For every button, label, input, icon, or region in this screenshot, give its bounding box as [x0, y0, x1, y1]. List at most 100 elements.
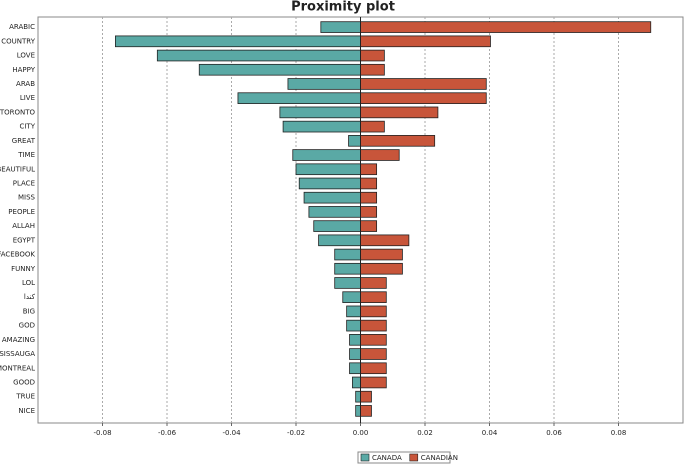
y-tick-label: ARAB	[16, 80, 35, 88]
bar	[360, 362, 387, 375]
bar	[360, 149, 400, 161]
x-tick-label: 0.00	[353, 429, 369, 437]
bar	[360, 291, 387, 303]
bar	[320, 21, 361, 33]
bar	[360, 120, 385, 133]
y-tick-label: EGYPT	[13, 236, 36, 244]
bar	[355, 390, 361, 403]
y-tick-label: ALLAH	[12, 222, 35, 230]
y-tick-label: LOVE	[17, 52, 35, 60]
bar	[360, 376, 387, 389]
bar	[352, 376, 361, 389]
bar	[279, 106, 361, 119]
legend-swatch	[360, 453, 370, 462]
bar	[346, 305, 361, 318]
bar	[346, 319, 361, 332]
y-tick-label: ARABIC	[9, 23, 35, 31]
y-tick-label: FACEBOOK	[0, 251, 35, 259]
bar	[360, 348, 387, 360]
y-tick-label: MISSISSAUGA	[0, 350, 35, 358]
bar	[334, 262, 361, 275]
bar	[156, 49, 361, 62]
bar	[334, 248, 361, 261]
x-tick-label: 0.06	[546, 429, 562, 437]
y-tick-label: LOL	[22, 279, 35, 287]
y-tick-label: BIG	[23, 307, 35, 315]
bar	[295, 163, 361, 176]
bar	[282, 120, 361, 133]
y-tick-label: BEAUTIFUL	[0, 165, 35, 173]
bar	[349, 348, 361, 360]
bar	[237, 92, 361, 104]
bar	[360, 319, 387, 332]
bar	[360, 106, 439, 119]
y-tick-label: FUNNY	[11, 265, 36, 273]
bar	[360, 248, 403, 261]
legend-swatch	[409, 453, 419, 462]
bar	[360, 135, 436, 147]
y-tick-label: TIME	[17, 151, 35, 159]
y-tick-label: LIVE	[20, 94, 35, 102]
y-tick-label: PLACE	[13, 179, 35, 187]
bar	[115, 35, 361, 48]
bar	[360, 177, 378, 190]
bar	[348, 135, 361, 147]
bar	[360, 78, 487, 90]
chart-title: Proximity plot	[291, 0, 395, 15]
legend-label: CANADIAN	[421, 454, 458, 462]
legend-box	[357, 451, 451, 464]
x-tick-label: 0.04	[482, 429, 498, 437]
x-tick-label: 0.02	[417, 429, 433, 437]
x-tick-label: -0.08	[93, 429, 111, 437]
y-tick-label: MONTREAL	[0, 364, 35, 372]
bar	[360, 191, 378, 204]
bar	[355, 405, 361, 417]
bar	[360, 334, 387, 346]
x-tick-label: 0.08	[611, 429, 627, 437]
legend-label: CANADA	[372, 454, 402, 462]
bar	[360, 405, 372, 417]
x-tick-label: -0.04	[222, 429, 241, 437]
y-tick-label: MISS	[18, 194, 36, 202]
y-tick-label: كندا	[24, 293, 36, 301]
bar	[360, 262, 403, 275]
bar	[360, 220, 378, 232]
y-tick-label: HAPPY	[12, 66, 35, 74]
bar	[313, 220, 361, 232]
bar	[360, 390, 372, 403]
bar	[334, 277, 361, 289]
bar	[198, 63, 361, 76]
bar	[342, 291, 361, 303]
bar	[360, 92, 487, 104]
bar	[308, 206, 361, 218]
bar	[360, 305, 387, 318]
y-tick-label: NICE	[18, 407, 35, 415]
x-tick-label: -0.02	[287, 429, 305, 437]
y-tick-label: GOD	[19, 322, 35, 330]
bar	[360, 234, 410, 247]
y-tick-label: AMAZING	[2, 336, 35, 344]
bar	[287, 78, 361, 90]
bar	[360, 163, 378, 176]
y-tick-label: CITY	[19, 123, 35, 131]
bar	[349, 362, 361, 375]
bar	[349, 334, 361, 346]
x-tick-label: -0.06	[158, 429, 177, 437]
bar	[318, 234, 361, 247]
bar	[360, 277, 387, 289]
y-tick-label: PEOPLE	[8, 208, 35, 216]
bar	[360, 206, 378, 218]
bar	[360, 49, 385, 62]
bar	[298, 177, 361, 190]
bar	[360, 63, 385, 76]
bar	[360, 35, 491, 48]
bar	[303, 191, 361, 204]
y-tick-label: TORONTO	[0, 108, 35, 116]
y-tick-label: TRUE	[15, 393, 35, 401]
y-tick-label: GREAT	[12, 137, 36, 145]
y-tick-label: GOOD	[13, 378, 35, 386]
y-tick-label: COUNTRY	[1, 37, 35, 45]
bar	[292, 149, 361, 161]
bar	[360, 21, 652, 33]
